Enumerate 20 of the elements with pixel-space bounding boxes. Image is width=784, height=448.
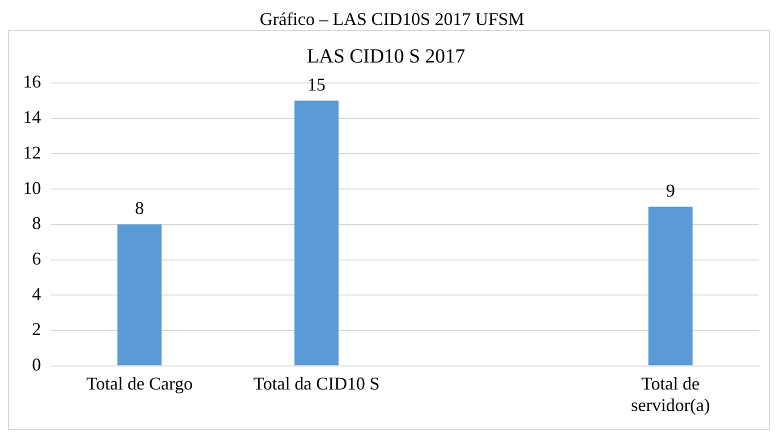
x-tick-label: Total de servidor(a) (631, 373, 710, 415)
y-tick-label: 4 (32, 284, 41, 304)
data-label: 9 (666, 180, 675, 200)
y-tick-label: 14 (23, 107, 41, 128)
text: Gráfico – LAS CID10S 2017 UFSM (258, 8, 526, 30)
bar (648, 206, 693, 366)
y-tick-label: 6 (32, 248, 41, 268)
y-tick-label: 16 (23, 72, 41, 92)
chart-title: LAS CID10 S 2017 (306, 45, 466, 68)
y-tick-label: 0 (32, 354, 41, 375)
x-tick-label: Total da CID10 S (253, 373, 380, 394)
data-label: 8 (135, 198, 144, 218)
bar (294, 100, 339, 366)
y-tick-label: 8 (32, 213, 41, 234)
y-tick-label: 10 (23, 178, 41, 198)
data-label: 15 (308, 74, 326, 94)
bar (117, 224, 162, 366)
y-tick-label: 12 (23, 142, 41, 162)
y-tick-label: 2 (32, 319, 41, 340)
x-tick-label: Total de Cargo (86, 373, 193, 394)
